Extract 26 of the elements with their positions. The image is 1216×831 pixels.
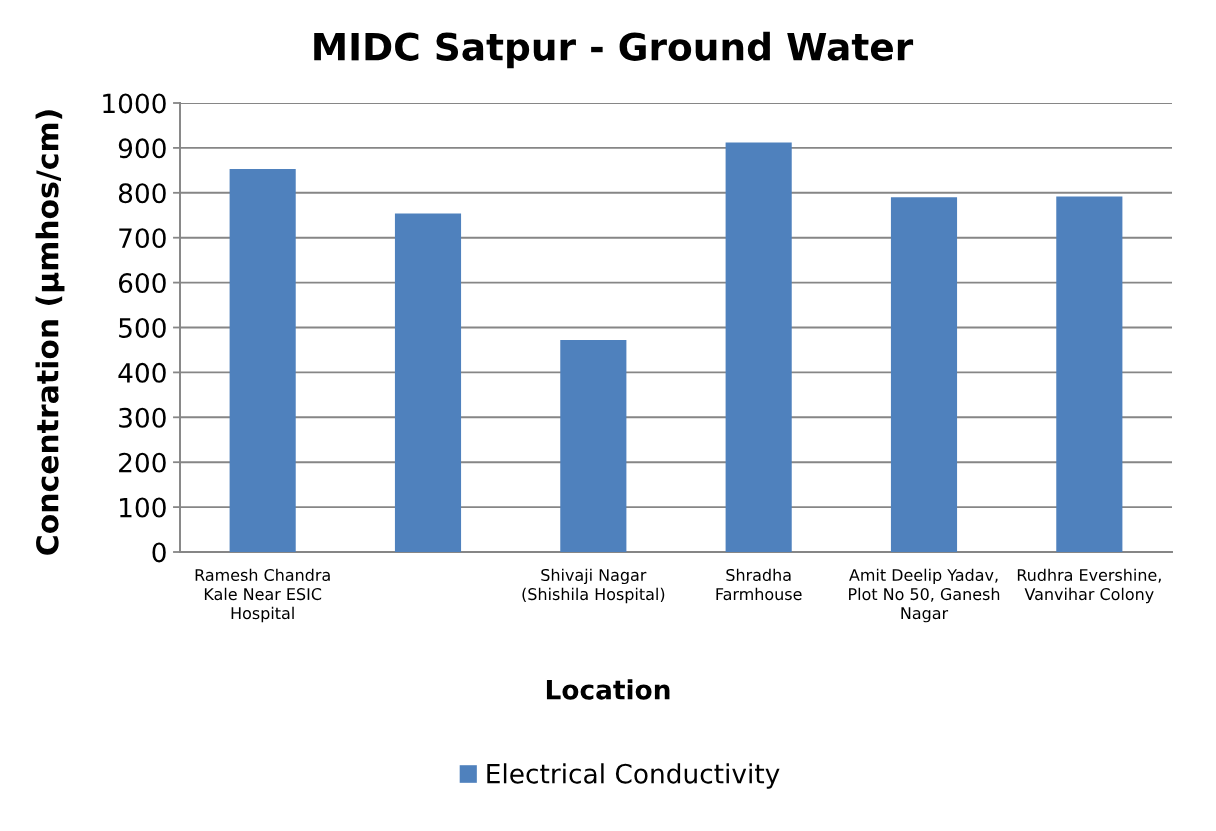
bar — [890, 197, 958, 552]
y-tick-label: 900 — [118, 138, 166, 159]
x-tick-label: Ramesh Chandra Kale Near ESIC Hospital — [195, 568, 330, 623]
y-tick-label: 800 — [118, 183, 166, 204]
y-tick-label: 700 — [119, 228, 166, 249]
bar — [560, 340, 627, 552]
x-tick-label: Rudhra Evershine, Vanvihar Colony — [1017, 568, 1161, 604]
legend-label: Electrical Conductivity — [487, 763, 780, 789]
x-tick-label: Shivaji Nagar (Shishila Hospital) — [522, 568, 665, 604]
y-tick-label: 100 — [120, 497, 166, 518]
chart-title: MIDC Satpur - Ground Water — [314, 31, 914, 69]
x-axis-title: Location — [546, 679, 670, 700]
x-tick-label: Shradha Farmhouse — [716, 568, 802, 601]
y-tick-label: 600 — [118, 273, 166, 293]
bar — [725, 142, 792, 552]
y-tick-label: 300 — [119, 407, 166, 428]
bar — [394, 213, 462, 552]
bar — [229, 169, 296, 552]
y-tick-label: 500 — [119, 317, 166, 338]
x-tick-label: Amit Deelip Yadav, Plot No 50, Ganesh Nagar — [849, 568, 1000, 623]
bar — [1056, 196, 1123, 552]
y-tick-label: 0 — [152, 542, 166, 563]
y-tick-label: 1000 — [103, 93, 166, 114]
y-tick-label: 200 — [119, 452, 166, 473]
y-axis-title: Concentration (µmhos/cm) — [35, 110, 65, 555]
y-tick-label: 400 — [118, 362, 166, 383]
